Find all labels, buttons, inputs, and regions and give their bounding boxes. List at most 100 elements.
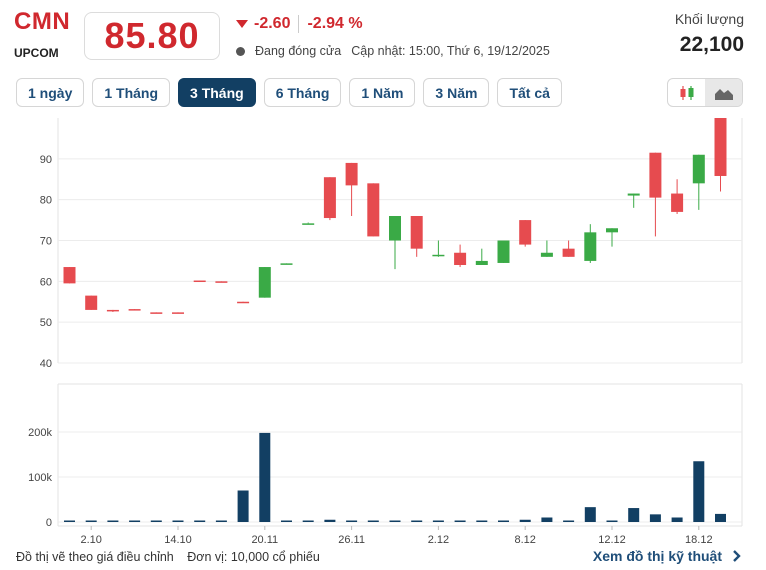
volume-bar	[367, 520, 379, 522]
technical-chart-link-label: Xem đồ thị kỹ thuật	[592, 548, 722, 564]
tab-1-year[interactable]: 1 Năm	[349, 78, 416, 107]
candle-body	[714, 118, 727, 176]
candlestick-icon	[680, 85, 693, 100]
volume-bar	[671, 517, 683, 522]
candle-body	[258, 267, 271, 298]
volume-bar	[498, 520, 509, 522]
status-text: Đang đóng cửa	[255, 44, 342, 58]
candle-body	[432, 254, 445, 257]
chart-type-toggle	[667, 78, 743, 107]
volume-tick-label: 200k	[28, 427, 52, 439]
candle-body	[367, 183, 380, 237]
x-tick-label: 18.12	[685, 534, 713, 546]
x-tick-label: 8.12	[514, 534, 535, 546]
down-triangle-icon	[236, 20, 248, 28]
candle-body	[389, 216, 401, 241]
x-tick-label: 12.12	[598, 534, 626, 546]
volume-bar	[259, 432, 271, 522]
candle-body	[302, 223, 315, 225]
volume-bar	[281, 520, 292, 522]
volume-bar	[606, 520, 618, 522]
volume-bar	[215, 520, 227, 522]
x-tick-label: 14.10	[164, 534, 192, 546]
price-change: -2.60 -2.94 %	[236, 15, 363, 33]
candle-body	[410, 216, 423, 249]
volume-bar	[649, 514, 661, 522]
unit-note: Đơn vị: 10,000 cổ phiếu	[187, 550, 320, 564]
volume-bar	[411, 520, 423, 522]
candle-body	[671, 193, 684, 212]
candle-body	[345, 162, 358, 186]
volume-label: Khối lượng	[674, 11, 744, 27]
candle-body	[193, 280, 206, 283]
candle-body	[692, 154, 705, 184]
price-tick-label: 60	[40, 276, 52, 288]
volume-bar	[476, 520, 488, 522]
volume-bar	[129, 520, 141, 522]
candle-body	[237, 301, 250, 304]
candle-body	[215, 281, 228, 283]
change-percent: -2.94 %	[307, 15, 363, 32]
candle-body	[519, 220, 532, 245]
volume-bar	[64, 520, 75, 522]
candle-body	[562, 248, 575, 257]
candle-body	[323, 177, 336, 219]
adjusted-price-note: Đồ thị vẽ theo giá điều chỉnh	[16, 550, 174, 564]
candle-body	[584, 232, 597, 261]
price-tick-label: 50	[40, 317, 52, 329]
x-tick-label: 20.11	[251, 534, 278, 546]
candle-body	[128, 309, 141, 311]
market-status: Đang đóng cửa Cập nhật: 15:00, Thứ 6, 19…	[236, 44, 550, 58]
range-tabs: 1 ngày 1 Tháng 3 Tháng 6 Tháng 1 Năm 3 N…	[16, 78, 570, 107]
exchange-label: UPCOM	[14, 46, 59, 60]
volume-bar	[563, 520, 575, 522]
candle-body	[106, 309, 119, 312]
tab-1-month[interactable]: 1 Tháng	[92, 78, 171, 107]
chevron-right-icon	[733, 550, 741, 562]
volume-bar	[302, 520, 314, 522]
x-tick-label: 26.11	[338, 534, 365, 546]
status-dot-icon	[236, 46, 245, 56]
stock-chart: 90 80 70 60 50 40 200k 100k 0 2.10 14.10 20.11 26.11…	[28, 118, 743, 546]
volume-bar	[715, 513, 726, 522]
volume-bar	[389, 520, 401, 522]
volume-bar	[150, 520, 162, 522]
tab-all[interactable]: Tất cả	[497, 78, 562, 107]
price-tick-label: 70	[40, 236, 52, 248]
candle-body	[540, 252, 553, 257]
tab-3-months[interactable]: 3 Tháng	[178, 78, 256, 107]
candle-body	[497, 240, 510, 263]
tab-1-day[interactable]: 1 ngày	[16, 78, 85, 107]
volume-bar	[584, 507, 596, 522]
volume-bar	[107, 520, 119, 522]
candle-body	[150, 312, 163, 314]
candle-body	[172, 312, 184, 314]
current-price: 85.80	[104, 15, 200, 56]
volume-bar	[693, 461, 705, 522]
candle-body	[63, 267, 76, 284]
candle-body	[649, 152, 662, 198]
x-tick-label: 2.12	[428, 534, 449, 546]
candlestick-button[interactable]	[668, 79, 705, 106]
candle-body	[85, 295, 98, 310]
chart-footer-notes: Đồ thị vẽ theo giá điều chỉnh Đơn vị: 10…	[16, 550, 330, 564]
change-absolute: -2.60	[254, 15, 291, 32]
volume-value: 22,100	[679, 33, 744, 56]
tab-3-years[interactable]: 3 Năm	[423, 78, 490, 107]
area-chart-button[interactable]	[705, 79, 742, 106]
volume-bar	[541, 517, 553, 522]
volume-bar	[194, 520, 206, 522]
candle-body	[627, 193, 640, 196]
candle-body	[606, 228, 618, 233]
volume-tick-label: 0	[46, 517, 52, 529]
volume-bar	[172, 520, 184, 522]
volume-bar	[85, 520, 97, 522]
price-box: 85.80	[84, 12, 220, 60]
technical-chart-link[interactable]: Xem đồ thị kỹ thuật	[593, 548, 744, 564]
volume-bar	[519, 519, 531, 522]
volume-bar	[237, 490, 249, 522]
price-tick-label: 90	[40, 154, 52, 166]
candle-body	[280, 263, 293, 265]
tab-6-months[interactable]: 6 Tháng	[263, 78, 342, 107]
volume-bar	[454, 520, 466, 522]
